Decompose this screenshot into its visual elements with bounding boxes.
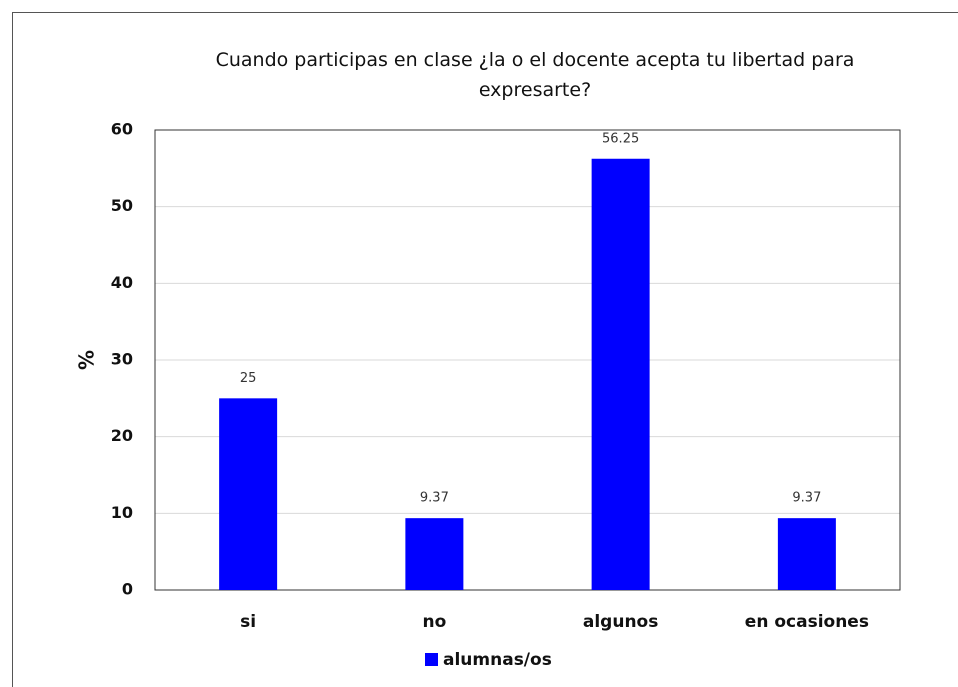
bar [219, 398, 278, 590]
y-tick-label: 50 [111, 196, 133, 215]
value-label: 9.37 [792, 491, 821, 506]
x-tick-label: no [422, 612, 446, 632]
bar [591, 158, 650, 590]
y-tick-label: 60 [111, 120, 133, 139]
bar [405, 518, 464, 590]
legend-swatch [425, 653, 438, 666]
value-label: 56.25 [602, 131, 639, 146]
legend-label: alumnas/os [443, 650, 552, 670]
x-tick-label: en ocasiones [745, 612, 869, 632]
chart-title: Cuando participas en clase ¿la o el doce… [215, 49, 855, 101]
y-tick-label: 0 [122, 580, 133, 599]
value-label: 25 [240, 371, 257, 386]
y-tick-label: 40 [111, 273, 133, 292]
chart-frame [12, 12, 958, 687]
y-axis-label: % [75, 350, 99, 370]
y-tick-label: 30 [111, 350, 133, 369]
y-tick-label: 20 [111, 426, 133, 445]
value-label: 9.37 [420, 491, 449, 506]
bar [777, 518, 836, 590]
x-tick-label: si [240, 612, 256, 632]
y-tick-label: 10 [111, 503, 133, 522]
plot-border [154, 129, 901, 591]
x-tick-label: algunos [583, 612, 658, 632]
